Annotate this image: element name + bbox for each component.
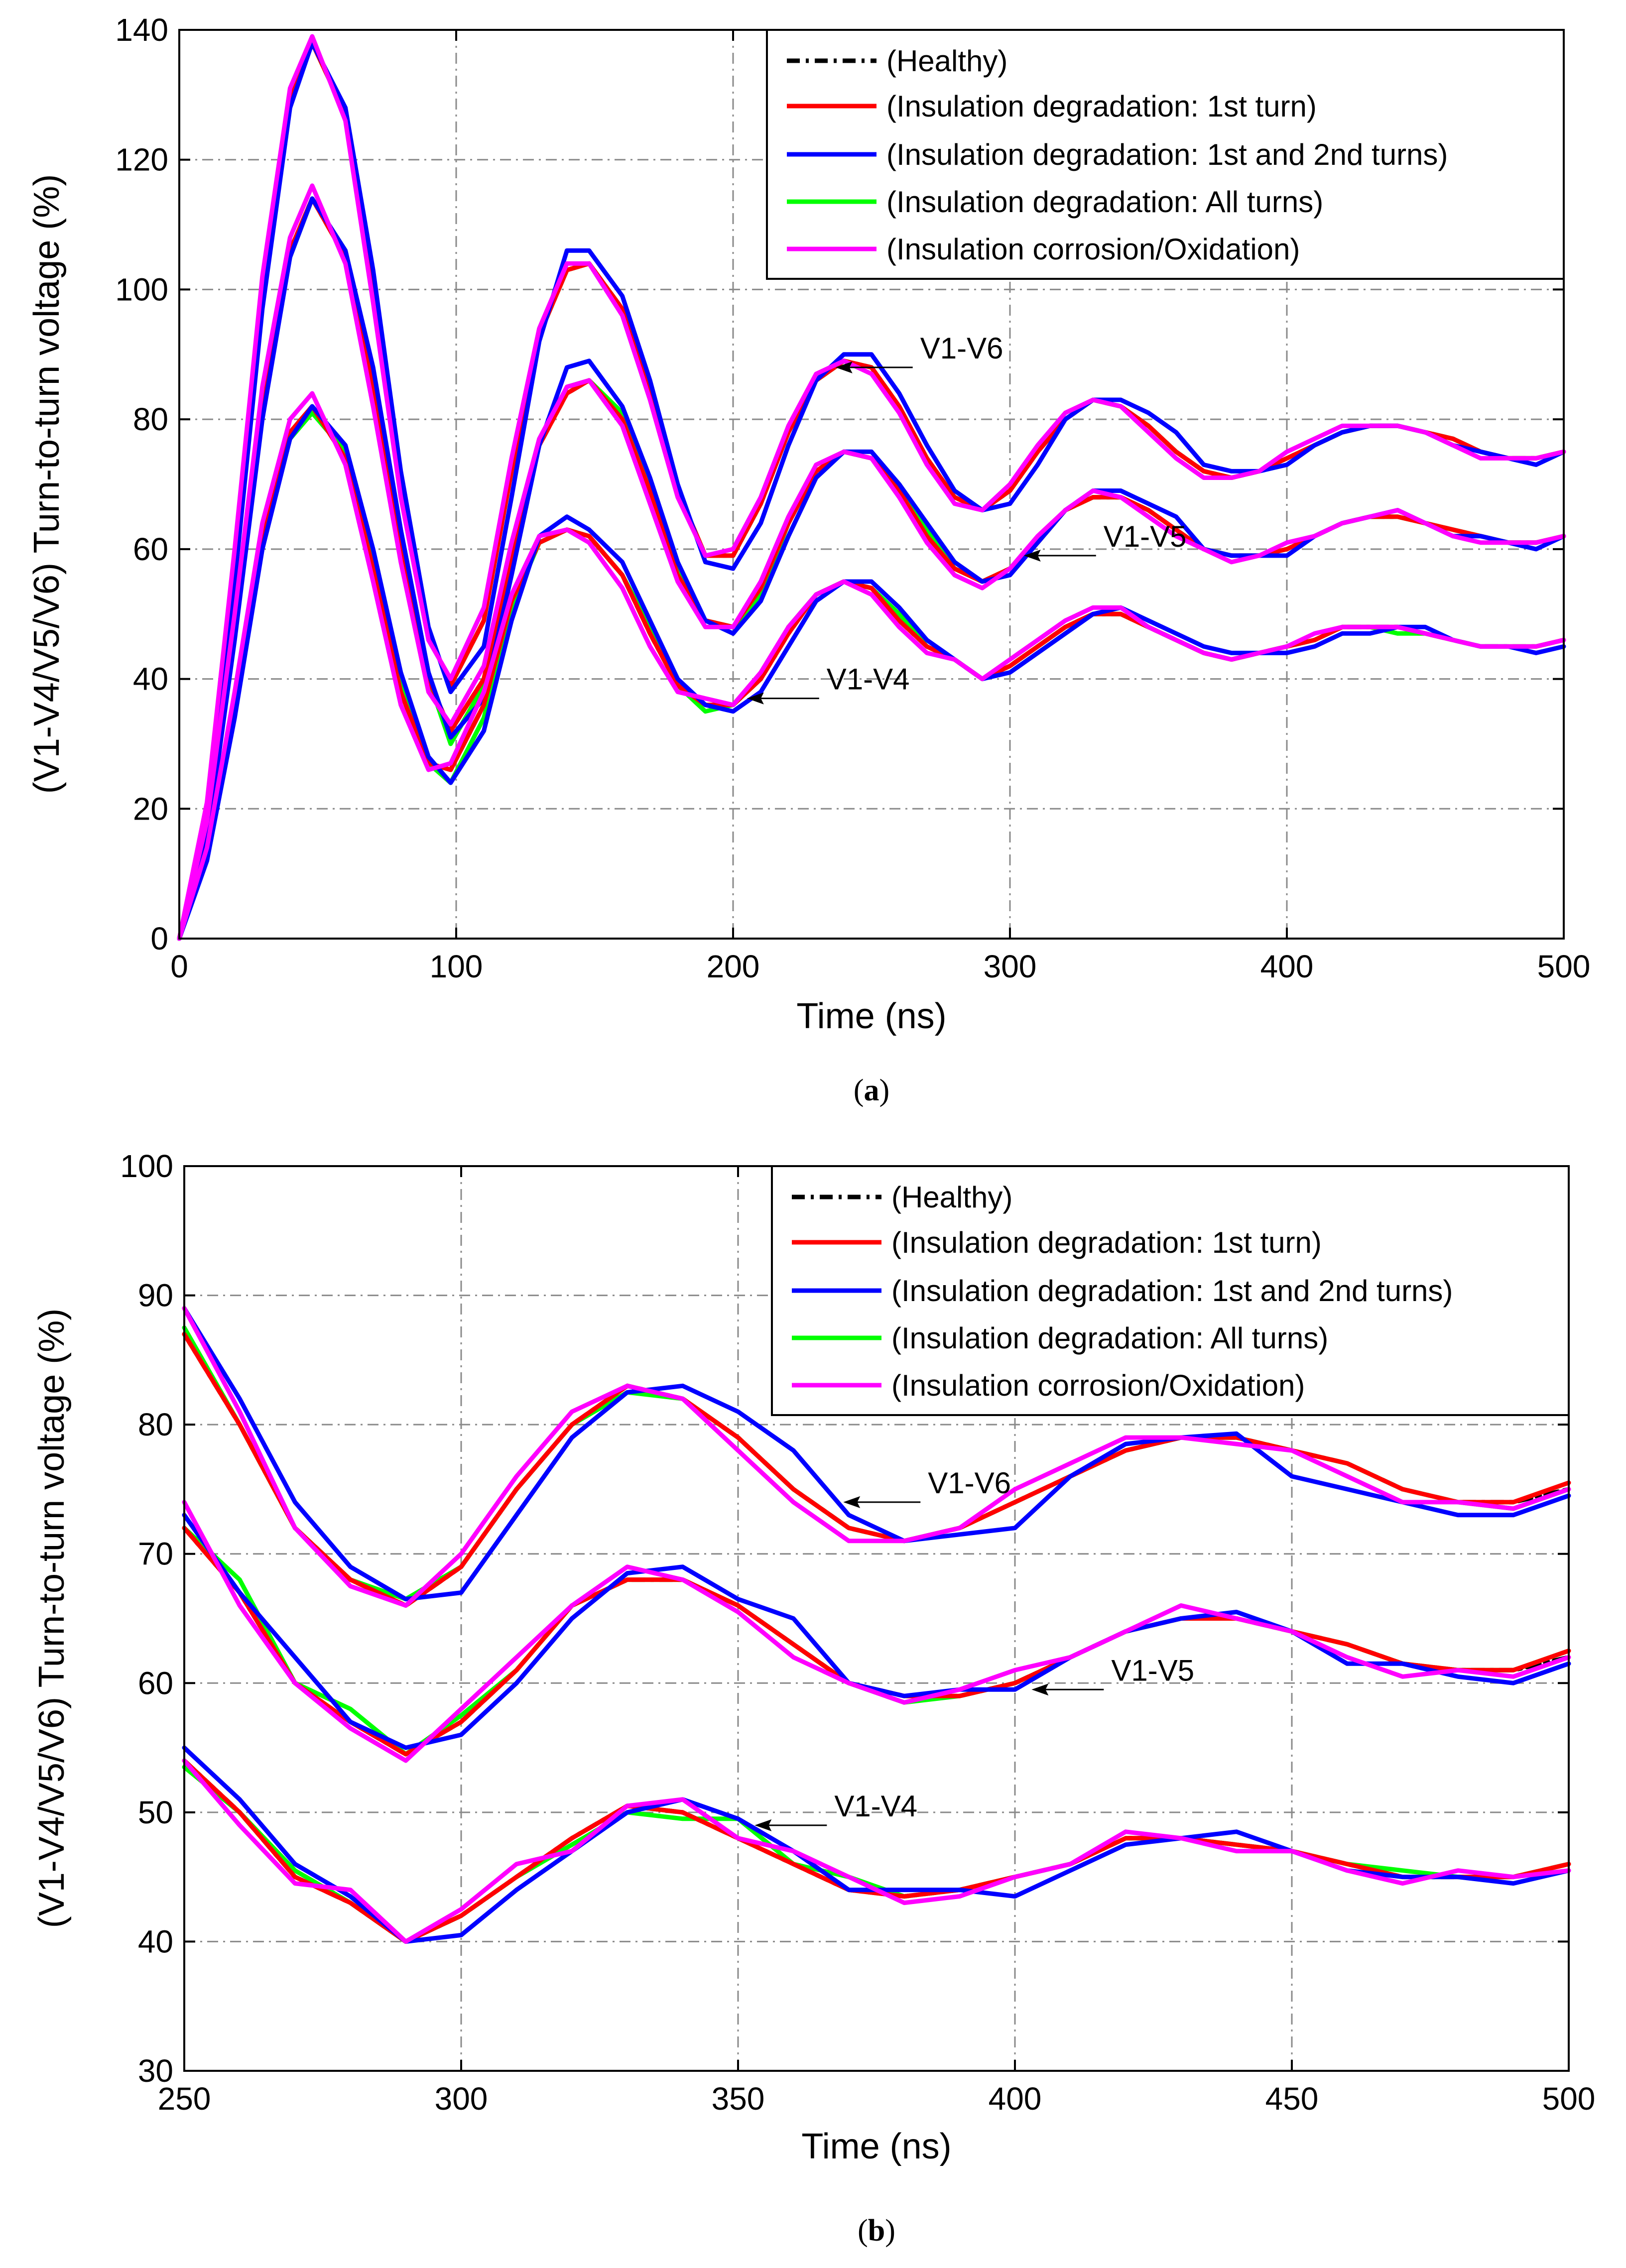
- panel-b-series-v1-v6-corrosion-oxidation: [182, 1306, 1571, 1608]
- panel-a-series-v1-v5-corrosion-oxidation: [177, 183, 1566, 941]
- panel-b-legend-label-1st-turn: (Insulation degradation: 1st turn): [891, 1226, 1322, 1259]
- panel-b-series-v1-v4-insulation-1st-turn: [182, 1758, 1571, 1944]
- panel-a-y-axis-label: (V1-V4/V5/V6) Turn-to-turn voltage (%): [27, 174, 67, 794]
- panel-b-x-tick-label-350: 350: [712, 2081, 765, 2117]
- panel-a-y-tick-label-60: 60: [133, 531, 168, 567]
- panel-b-y-tick-label-80: 80: [138, 1407, 173, 1442]
- panel-b-annotation-v1-v5-label: V1-V5: [1111, 1654, 1194, 1687]
- panel-b-y-tick-label-50: 50: [138, 1794, 173, 1830]
- panel-b-series-v1-v5-corrosion-oxidation: [182, 1500, 1571, 1763]
- panel-a-legend-label-1st-2nd-turns: (Insulation degradation: 1st and 2nd tur…: [886, 138, 1448, 171]
- panel-a-x-tick-label-400: 400: [1260, 949, 1314, 984]
- panel-a-x-tick-label-300: 300: [984, 949, 1037, 984]
- panel-b-caption: (b): [858, 2214, 895, 2248]
- panel-b-y-tick-label-30: 30: [138, 2053, 173, 2089]
- panel-b-legend-label-1st-2nd-turns: (Insulation degradation: 1st and 2nd tur…: [891, 1274, 1453, 1308]
- panel-a-series-v1-v4-insulation-1st-2nd-turns: [177, 404, 1566, 941]
- panel-a-y-tick-label-0: 0: [150, 921, 168, 956]
- panel-b-y-tick-label-70: 70: [138, 1536, 173, 1572]
- panel-a-legend-label-1st-turn: (Insulation degradation: 1st turn): [886, 90, 1317, 123]
- panel-a-x-tick-label-0: 0: [170, 949, 188, 984]
- panel-b-series: [182, 1306, 1571, 1944]
- panel-a-x-axis-label: Time (ns): [796, 996, 946, 1036]
- panel-a-annotations: V1-V6 V1-V5 V1-V4: [747, 332, 1187, 705]
- panel-b-series-v1-v5-insulation-1st-turn: [182, 1526, 1571, 1757]
- panel-b-x-tick-label-300: 300: [435, 2081, 488, 2117]
- panel-b-annotations: V1-V6 V1-V5 V1-V4: [754, 1466, 1194, 1831]
- panel-b-y-tick-label-60: 60: [138, 1665, 173, 1701]
- panel-a-y-tick-label-100: 100: [115, 271, 168, 307]
- panel-a-legend-label-all-turns: (Insulation degradation: All turns): [886, 185, 1323, 219]
- panel-b-legend-label-all-turns: (Insulation degradation: All turns): [891, 1321, 1328, 1355]
- panel-b-legend-box: [771, 1165, 1570, 1416]
- panel-a-caption: (a): [854, 1074, 889, 1107]
- panel-b-x-axis-label: Time (ns): [801, 2127, 951, 2166]
- panel-b-series-v1-v4-corrosion-oxidation: [182, 1758, 1571, 1944]
- panel-a-y-tick-label-80: 80: [133, 401, 168, 437]
- panel-b-legend: (Healthy) (Insulation degradation: 1st t…: [771, 1165, 1570, 1416]
- panel-b-legend-label-healthy: (Healthy): [891, 1181, 1012, 1214]
- panel-b-chart: 250 300 350 400 450 500 30 40 50 60 70 80 90 100 V1-V…: [32, 1148, 1595, 2248]
- panel-a-annotation-v1-v6-label: V1-V6: [920, 332, 1003, 365]
- panel-a-y-tick-label-120: 120: [115, 142, 168, 178]
- panel-b-series-v1-v5-insulation-all-turns: [182, 1526, 1571, 1757]
- panel-b-caption-letter: b: [868, 2214, 885, 2248]
- panel-a-annotation-v1-v5-arrowhead: [1023, 549, 1041, 562]
- panel-a-series-v1-v6-corrosion-oxidation: [177, 34, 1566, 941]
- panel-b-y-tick-label-90: 90: [138, 1278, 173, 1313]
- panel-a-legend-label-healthy: (Healthy): [886, 44, 1007, 78]
- panel-b-series-v1-v4-healthy: [182, 1758, 1571, 1944]
- panel-a-chart: 0 100 200 300 400 500 0 20 40 60 80 100 120 140 V1-V6…: [27, 12, 1591, 1107]
- panel-a-series-v1-v6-insulation-1st-2nd-turns: [177, 40, 1566, 941]
- panel-b-annotation-v1-v6-arrowhead: [843, 1496, 861, 1508]
- panel-a-x-tick-label-200: 200: [707, 949, 760, 984]
- panel-a-annotation-v1-v4-arrowhead: [747, 692, 764, 705]
- panel-a-annotation-v1-v4-label: V1-V4: [827, 663, 910, 696]
- panel-a-x-tick-label-500: 500: [1537, 949, 1591, 984]
- panel-a-series-v1-v4-corrosion-oxidation: [177, 391, 1566, 941]
- panel-a-annotation-v1-v6-arrowhead: [835, 361, 853, 373]
- panel-a-caption-letter: a: [864, 1074, 879, 1107]
- panel-b-series-v1-v4-insulation-1st-2nd-turns: [182, 1745, 1571, 1944]
- panel-b-annotation-v1-v5-arrowhead: [1031, 1683, 1049, 1696]
- panel-b-x-tick-label-400: 400: [989, 2081, 1042, 2117]
- panel-b-y-axis-label: (V1-V4/V5/V6) Turn-to-turn voltage (%): [32, 1309, 72, 1928]
- panel-b-ticks: 250 300 350 400 450 500 30 40 50 60 70 80 90 100: [120, 1148, 1595, 2117]
- panel-b-annotation-v1-v4-arrowhead: [754, 1819, 772, 1831]
- panel-b-x-tick-label-500: 500: [1542, 2081, 1596, 2117]
- panel-b-series-v1-v5-insulation-1st-2nd-turns: [182, 1513, 1571, 1750]
- panel-b-legend-label-corrosion: (Insulation corrosion/Oxidation): [891, 1369, 1305, 1402]
- panel-b-x-tick-label-250: 250: [158, 2081, 211, 2117]
- panel-a-legend: (Healthy) (Insulation degradation: 1st t…: [766, 29, 1565, 280]
- panel-b-series-v1-v5-healthy: [182, 1526, 1571, 1757]
- panel-b-x-tick-label-450: 450: [1265, 2081, 1319, 2117]
- panel-a-ticks: 0 100 200 300 400 500 0 20 40 60 80 100 120 140: [115, 12, 1590, 984]
- panel-a-legend-label-corrosion: (Insulation corrosion/Oxidation): [886, 233, 1300, 266]
- panel-a-x-tick-label-100: 100: [430, 949, 483, 984]
- panel-b-annotation-v1-v6-label: V1-V6: [928, 1466, 1011, 1500]
- panel-a-legend-box: [766, 29, 1565, 280]
- panel-a-annotation-v1-v5-label: V1-V5: [1104, 520, 1187, 553]
- panel-b-y-tick-label-100: 100: [120, 1148, 173, 1184]
- panel-b-y-tick-label-40: 40: [138, 1923, 173, 1959]
- panel-a-y-tick-label-40: 40: [133, 661, 168, 697]
- panel-a-y-tick-label-20: 20: [133, 791, 168, 827]
- panel-a-y-tick-label-140: 140: [115, 12, 168, 48]
- panel-b-annotation-v1-v4-label: V1-V4: [834, 1790, 917, 1823]
